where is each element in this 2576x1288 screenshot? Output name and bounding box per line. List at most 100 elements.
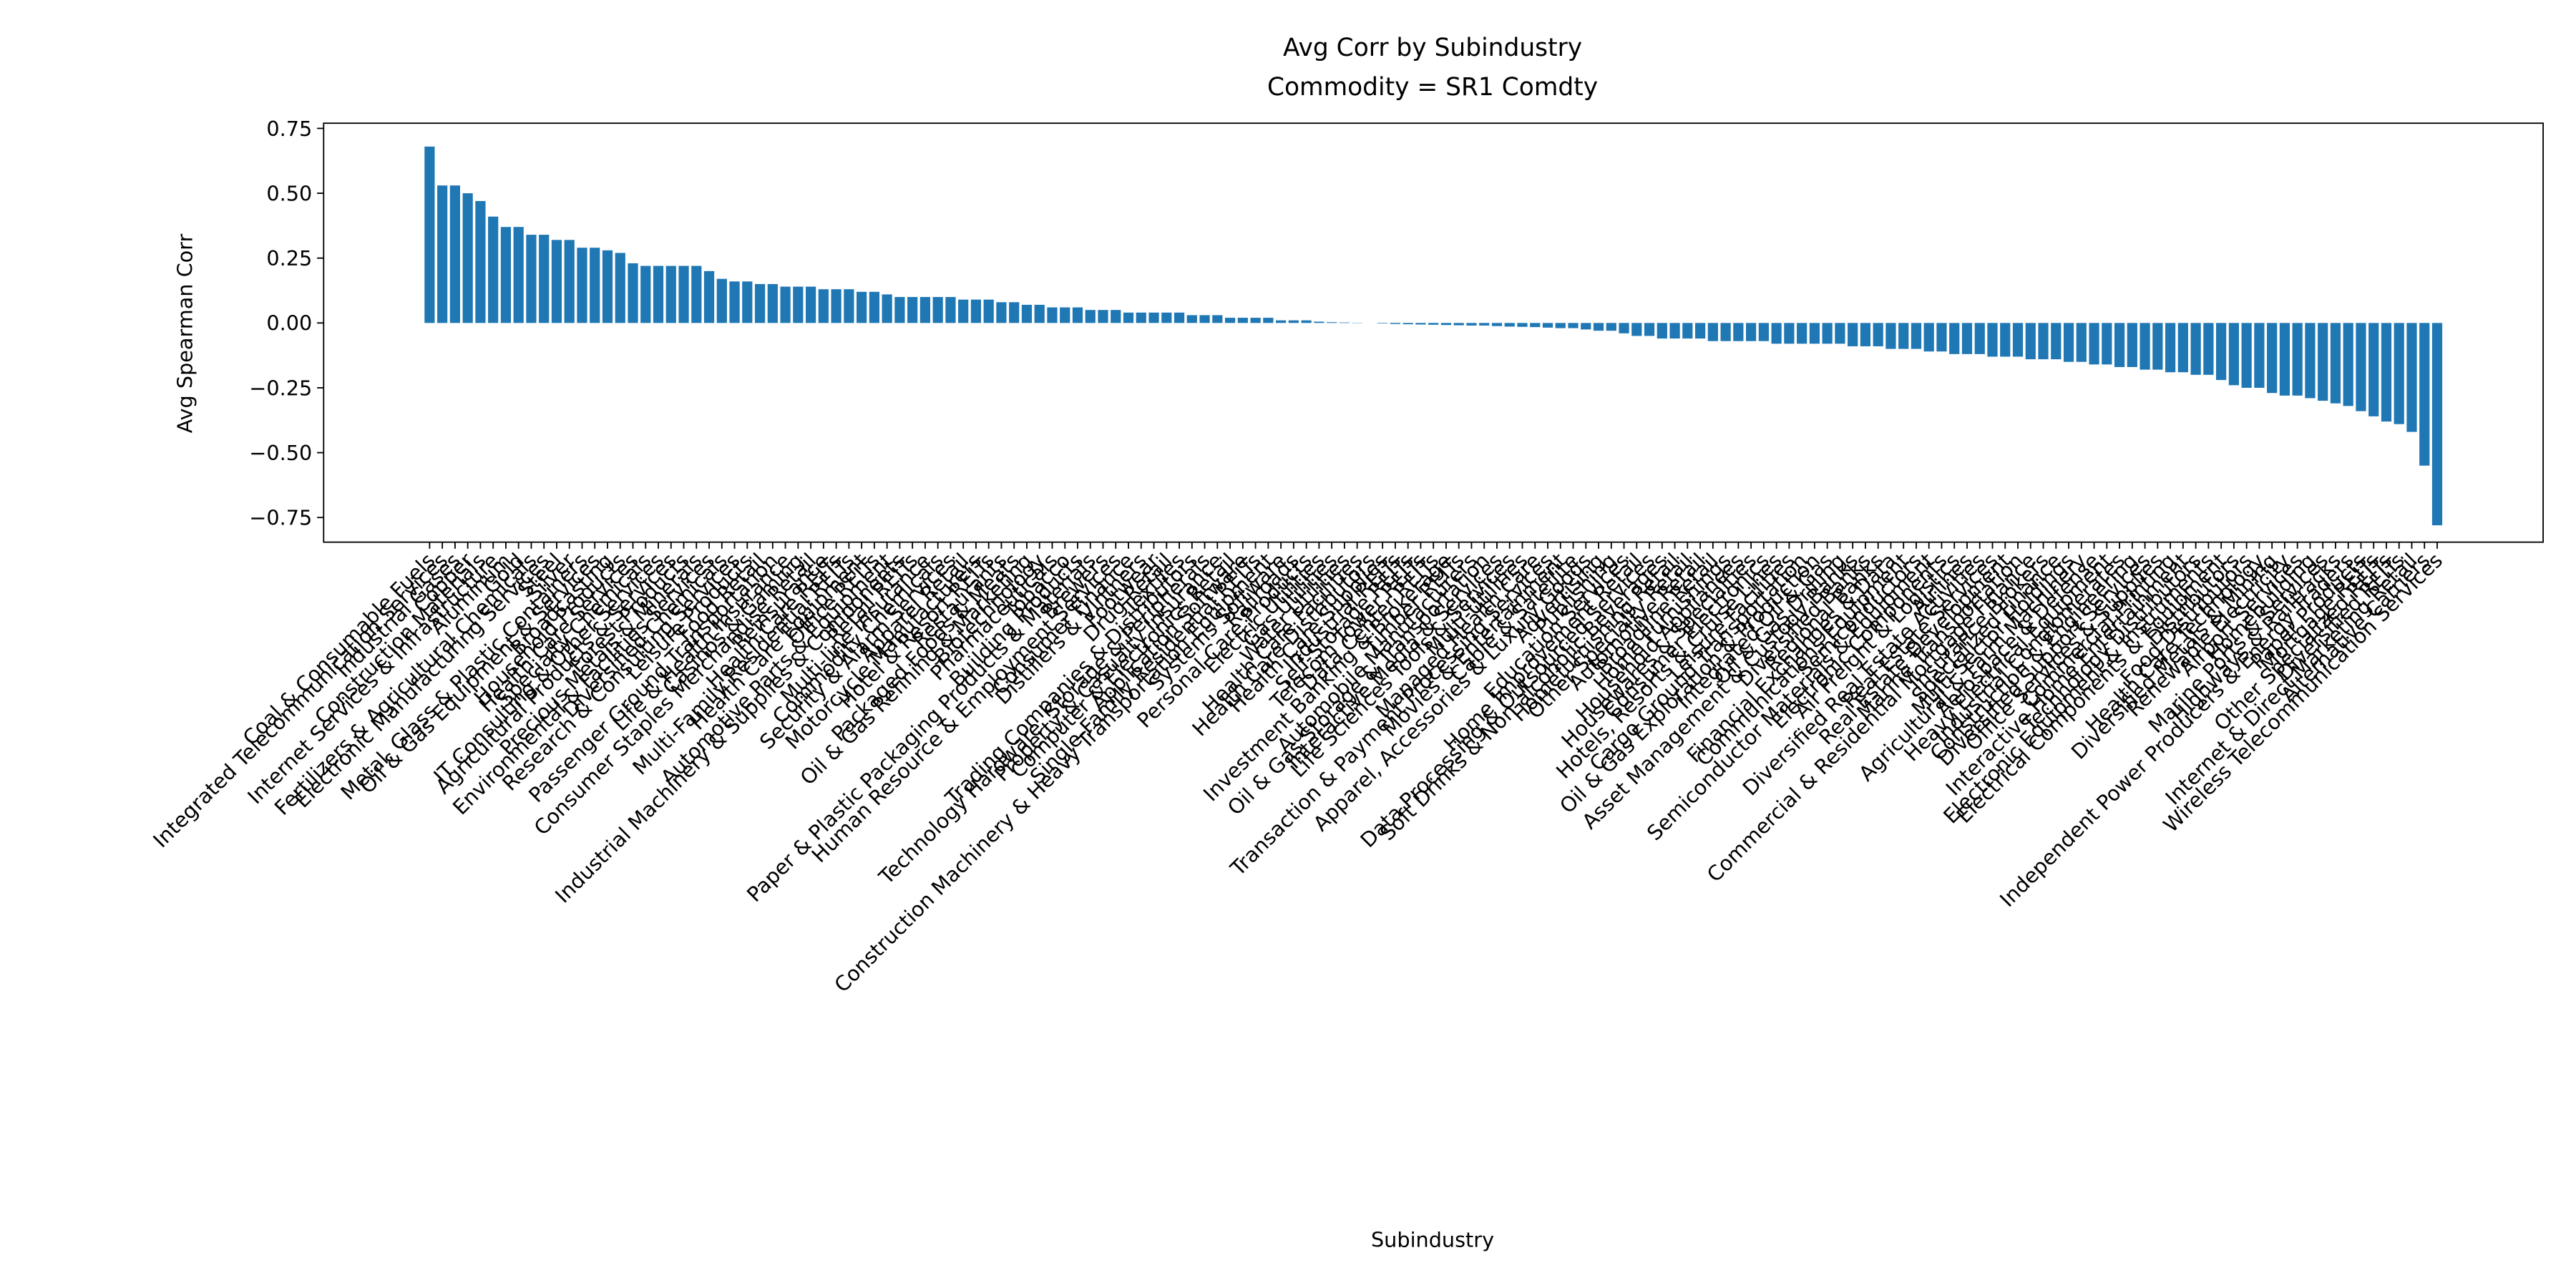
bar	[1263, 318, 1274, 323]
bar	[1098, 310, 1108, 323]
bar	[2102, 323, 2112, 365]
y-tick-label: 0.75	[266, 117, 312, 141]
bar	[2406, 323, 2417, 432]
bar	[2419, 323, 2430, 466]
bar	[818, 289, 829, 323]
bar	[2305, 323, 2316, 399]
bar	[780, 286, 791, 323]
bar	[2051, 323, 2062, 360]
bar	[1694, 323, 1706, 339]
bar	[1072, 307, 1083, 323]
bar	[1606, 323, 1616, 331]
bar	[1517, 323, 1528, 327]
bar	[551, 240, 562, 323]
bar	[2038, 323, 2049, 360]
bar	[1987, 323, 1998, 357]
bar	[1060, 307, 1070, 323]
bar	[2152, 323, 2163, 370]
bar	[1301, 320, 1312, 323]
bar	[2177, 323, 2188, 373]
bar	[1123, 312, 1134, 323]
bar	[1669, 323, 1680, 339]
bar	[1911, 323, 1922, 349]
bar	[1466, 323, 1477, 326]
bar	[1237, 318, 1248, 323]
bar	[1848, 323, 1858, 346]
bar	[539, 235, 550, 323]
bar	[805, 286, 816, 323]
bar	[1276, 320, 1287, 323]
bar	[983, 299, 994, 323]
chart-title: Avg Corr by Subindustry	[1283, 34, 1582, 62]
y-axis-label: Avg Spearman Corr	[173, 234, 197, 434]
x-axis-label: Subindustry	[1371, 1228, 1494, 1252]
bar	[2089, 323, 2099, 365]
bar	[1746, 323, 1757, 341]
bar	[2063, 323, 2074, 362]
bar	[2241, 323, 2252, 388]
bar	[1047, 307, 1058, 323]
bar	[437, 185, 448, 323]
bar	[1923, 323, 1934, 352]
bar	[1530, 323, 1541, 328]
bar	[716, 278, 727, 323]
plot-frame	[323, 122, 2545, 543]
y-tick-label: 0.50	[266, 181, 312, 205]
bar	[665, 265, 676, 323]
bar	[2165, 323, 2176, 373]
bar	[919, 297, 931, 323]
bar	[2076, 323, 2087, 362]
bar	[1428, 323, 1439, 325]
bar	[882, 294, 892, 323]
bar	[1961, 323, 1973, 354]
bar	[1085, 310, 1096, 323]
bar	[1797, 323, 1807, 344]
bar	[2254, 323, 2265, 388]
bar	[2000, 323, 2011, 357]
y-tick-label: −0.75	[249, 506, 312, 530]
bar	[2381, 323, 2392, 422]
bar	[2114, 323, 2125, 367]
bar	[2330, 323, 2341, 404]
bar	[793, 286, 804, 323]
bar	[1542, 323, 1553, 328]
bar	[1453, 323, 1464, 326]
bar	[754, 283, 766, 323]
bar	[767, 283, 778, 323]
y-tick-label: −0.25	[249, 376, 312, 400]
bar	[2203, 323, 2214, 375]
bar	[2394, 323, 2404, 424]
bar	[513, 227, 524, 323]
bar	[462, 193, 473, 323]
bar	[1835, 323, 1845, 344]
bar	[1402, 323, 1413, 325]
bar	[1593, 323, 1604, 331]
bar	[907, 297, 918, 323]
bar	[2267, 323, 2278, 394]
bar	[1186, 315, 1197, 323]
bar	[1021, 304, 1033, 323]
bar	[1479, 323, 1490, 326]
bar	[857, 291, 867, 323]
bar	[1771, 323, 1782, 344]
bar	[1949, 323, 1960, 354]
bar	[1822, 323, 1833, 344]
bar	[424, 146, 435, 323]
bar	[831, 289, 841, 323]
bar	[2431, 323, 2443, 526]
bar	[742, 281, 753, 323]
y-tick-label: 0.00	[266, 311, 312, 336]
bar	[844, 289, 854, 323]
bar	[2368, 323, 2379, 416]
bar	[1581, 323, 1591, 330]
bar	[564, 240, 575, 323]
bar	[653, 265, 664, 323]
chart-subtitle: Commodity = SR1 Comdty	[1267, 73, 1598, 102]
bar	[1555, 323, 1566, 328]
bar	[1440, 323, 1452, 326]
bar	[869, 291, 879, 323]
bar	[526, 235, 537, 323]
bar	[2216, 323, 2227, 381]
bar	[2228, 323, 2239, 386]
